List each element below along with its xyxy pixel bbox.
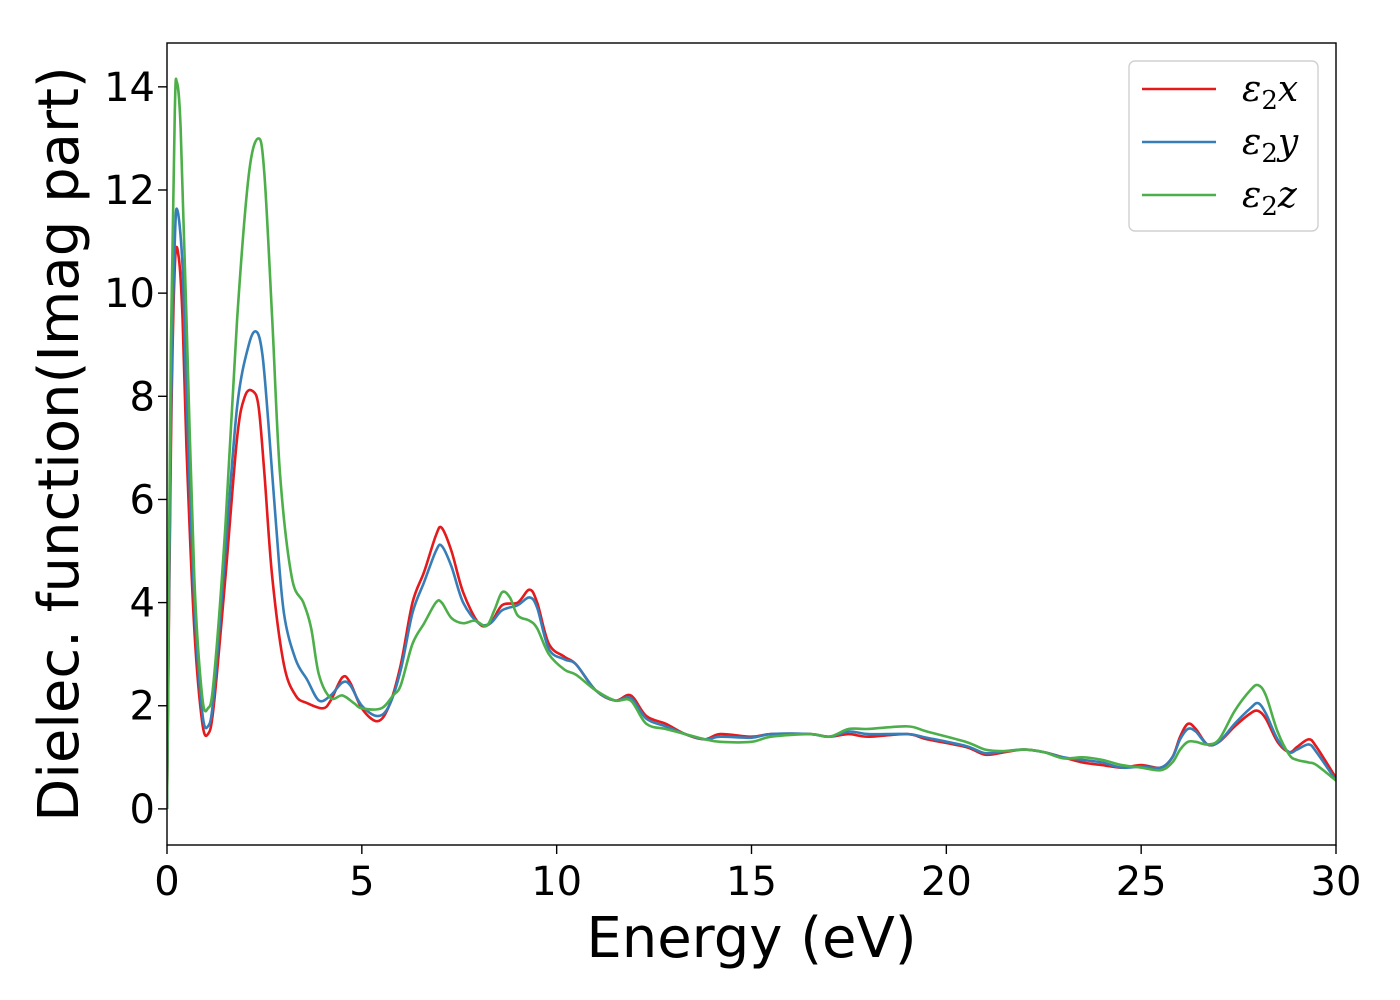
x-axis-label: Energy (eV) — [586, 906, 916, 971]
x-axis: 0 5 10 15 20 25 30 — [154, 845, 1361, 905]
series-line-y — [167, 207, 1336, 809]
legend-label-x: ε2x — [1242, 69, 1298, 116]
y-tick-label: 4 — [130, 581, 155, 627]
series-layer — [167, 77, 1336, 809]
legend-label-z: ε2z — [1242, 175, 1298, 222]
legend: ε2x ε2y ε2z — [1128, 60, 1319, 232]
x-tick-label: 30 — [1311, 859, 1362, 905]
x-tick-label: 25 — [1116, 859, 1167, 905]
x-tick-label: 20 — [921, 859, 972, 905]
x-tick-label: 0 — [154, 859, 179, 905]
y-tick-label: 6 — [130, 477, 155, 523]
y-tick-label: 14 — [104, 65, 155, 111]
y-axis-label: Dielec. function(Imag part) — [27, 66, 92, 822]
y-tick-label: 2 — [130, 684, 155, 730]
y-tick-label: 8 — [130, 374, 155, 420]
legend-label-y: ε2y — [1242, 122, 1299, 169]
legend-box — [1128, 60, 1319, 232]
y-tick-label: 10 — [104, 271, 155, 317]
series-line-z — [167, 77, 1336, 809]
x-tick-label: 15 — [726, 859, 777, 905]
x-tick-label: 5 — [349, 859, 374, 905]
y-tick-label: 12 — [104, 168, 155, 214]
y-axis: 0 2 4 6 8 10 12 14 — [104, 65, 167, 833]
y-tick-label: 0 — [130, 787, 155, 833]
x-tick-label: 10 — [531, 859, 582, 905]
series-line-x — [167, 245, 1336, 809]
